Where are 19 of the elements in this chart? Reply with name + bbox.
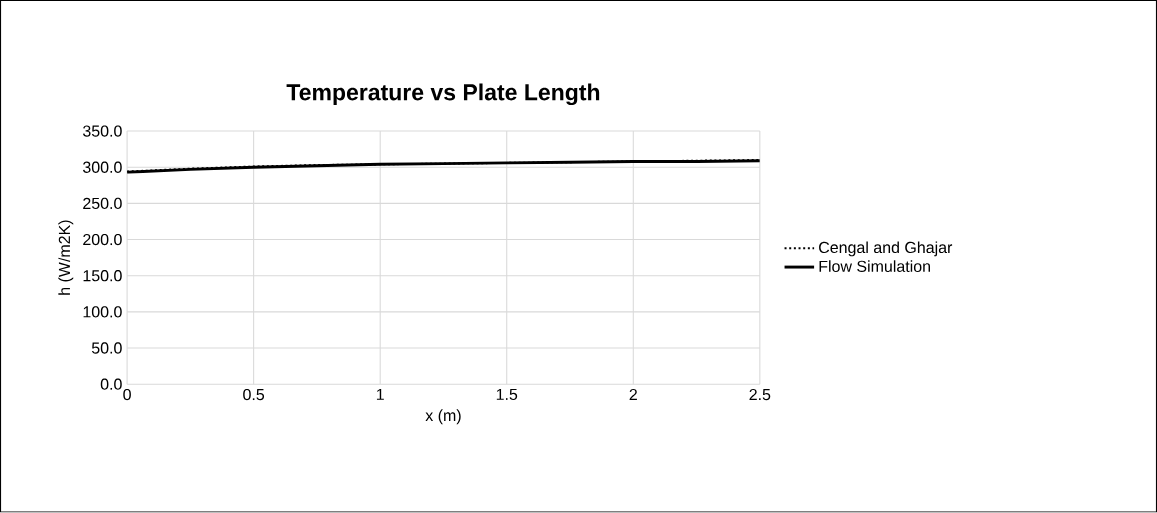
y-tick-label: 0.0 bbox=[100, 378, 122, 391]
x-tick-label: 0 bbox=[123, 389, 131, 401]
x-tick-label: 2 bbox=[629, 389, 637, 401]
x-axis-title: x (m) bbox=[425, 409, 461, 425]
y-tick-label: 50.0 bbox=[91, 342, 122, 354]
x-tick-label: 0.5 bbox=[243, 389, 265, 401]
y-tick-label: 150.0 bbox=[83, 270, 122, 282]
x-tick-label: 2.5 bbox=[749, 389, 771, 401]
y-tick-label: 300.0 bbox=[82, 161, 122, 174]
legend-label: Flow Simulation bbox=[819, 260, 930, 273]
x-tick-label: 1.5 bbox=[496, 389, 518, 401]
y-tick-label: 250.0 bbox=[83, 197, 122, 210]
y-tick-label: 350.0 bbox=[82, 125, 122, 137]
y-axis-title: h (W/m2K) bbox=[58, 220, 74, 295]
x-tick-label: 1 bbox=[376, 389, 384, 401]
chart-title: Temperature vs Plate Length bbox=[286, 83, 600, 106]
legend-label: Cengal and Ghajar bbox=[819, 241, 953, 257]
y-tick-label: 200.0 bbox=[83, 234, 122, 246]
y-tick-label: 100.0 bbox=[83, 306, 122, 318]
